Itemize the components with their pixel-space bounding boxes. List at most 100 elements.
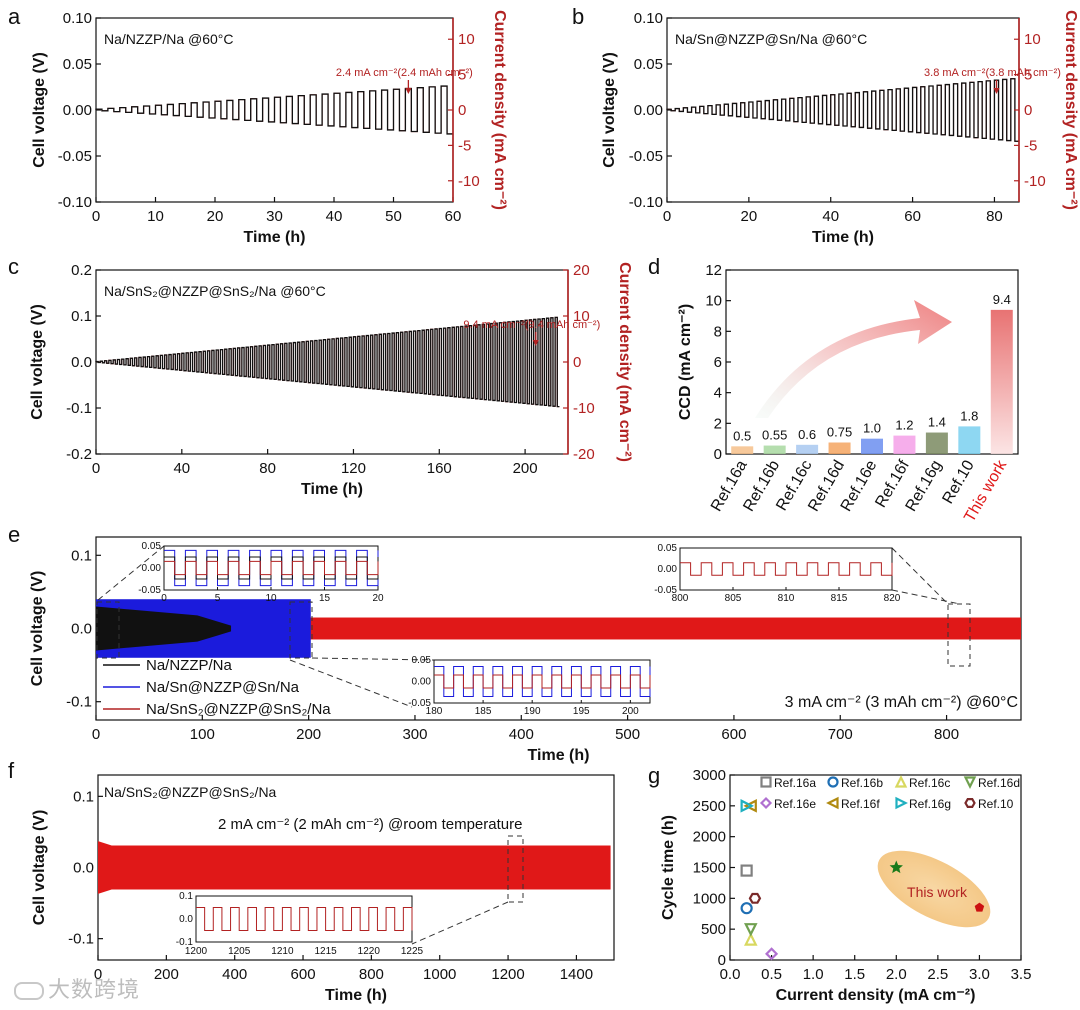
x-tick-label: 200	[513, 460, 538, 477]
x-tick-label: 3.5	[1011, 966, 1032, 983]
bar-value-label: 1.4	[928, 415, 946, 430]
panel-letter: g	[648, 763, 660, 788]
y-tick-label: -0.1	[66, 694, 92, 711]
x-tick-label: 1.5	[844, 966, 865, 983]
marker-triangle-down	[963, 776, 977, 789]
x-tick-label: 100	[190, 726, 215, 743]
x-tick-label: 120	[341, 460, 366, 477]
y-tick-label: 1000	[693, 890, 726, 907]
inset-y-tick-label: 0.1	[179, 891, 193, 902]
marker-triangle-up	[894, 775, 908, 788]
series-band-red	[98, 841, 611, 894]
trend-arrow-icon	[755, 300, 952, 418]
y2-tick-label: 20	[573, 262, 590, 279]
marker-triangle-down	[744, 923, 758, 937]
y-tick-label: 2000	[693, 829, 726, 846]
x-tick-label: 60	[445, 208, 462, 225]
bar-value-label: 9.4	[993, 292, 1011, 307]
series-band-black	[96, 606, 232, 651]
inset-y-tick-label: 0.00	[658, 564, 678, 575]
x-tick-label: 300	[402, 726, 427, 743]
marker-triangle-right	[895, 796, 908, 810]
y-tick-label: 8	[714, 323, 722, 340]
series-line	[666, 78, 1019, 142]
highlight-label: This work	[907, 884, 968, 900]
x-tick-label: 800	[359, 966, 384, 983]
bar	[828, 442, 851, 454]
y-tick-label: -0.1	[68, 931, 94, 948]
x-tick-label: 0	[94, 966, 102, 983]
inset-x-tick-label: 15	[319, 593, 331, 604]
condition-label: 2 mA cm⁻² (2 mAh cm⁻²) @room temperature	[218, 816, 522, 833]
inset-wave	[680, 562, 893, 576]
y-tick-label: -0.05	[629, 148, 663, 165]
panel-letter: b	[572, 4, 584, 29]
legend-label: Na/NZZP/Na	[146, 657, 233, 674]
y-tick-label: 0.0	[73, 860, 94, 877]
zoom-box	[507, 835, 524, 903]
y2-tick-label: 0	[1024, 102, 1032, 119]
y2-axis-title: Current density (mA cm⁻²)	[616, 262, 633, 462]
bar	[990, 309, 1013, 454]
inset-x-tick-label: 815	[831, 593, 848, 604]
y-axis-title: Cell voltage (V)	[29, 304, 46, 420]
y2-tick-label: -5	[1024, 137, 1037, 154]
annotation-arrowhead	[405, 88, 412, 94]
x-tick-label: 3.0	[969, 966, 990, 983]
y2-tick-label: 10	[573, 308, 590, 325]
y-axis-title: Cell voltage (V)	[31, 52, 48, 168]
inset-x-tick-label: 180	[426, 706, 443, 717]
bar-value-label: 0.55	[762, 428, 787, 443]
y-tick-label: 0.2	[71, 262, 92, 279]
panel-letter: e	[8, 522, 20, 547]
panel-letter: d	[648, 254, 660, 279]
inset-y-tick-label: 0.05	[412, 655, 432, 666]
x-tick-label: 200	[296, 726, 321, 743]
x-tick-label: 0	[92, 208, 100, 225]
y-axis-title: Cell voltage (V)	[29, 571, 46, 687]
marker-star	[889, 860, 903, 874]
marker-hexagon	[748, 892, 762, 904]
x-tick-label: 800	[934, 726, 959, 743]
watermark: 大数跨境	[14, 972, 140, 1004]
zoom-line	[891, 547, 949, 605]
inset: 180 185 190 195 200 -0.05 0.00 0.05	[408, 655, 651, 717]
x-tick-label: 0.0	[720, 966, 741, 983]
bar-value-label: 1.8	[960, 408, 978, 423]
inset-x-tick-label: 1220	[358, 946, 381, 957]
x-tick-label: 1400	[560, 966, 593, 983]
series-line	[95, 85, 453, 135]
bar	[763, 445, 786, 454]
x-tick-label: 40	[822, 208, 839, 225]
annotation-arrowhead	[532, 340, 539, 346]
marker-square	[740, 864, 753, 877]
zoom-line	[891, 589, 961, 605]
zoom-box	[289, 601, 313, 659]
x-axis-title: Current density (mA cm⁻²)	[776, 987, 976, 1004]
y-tick-label: 2500	[693, 798, 726, 815]
y-tick-label: 12	[705, 262, 722, 279]
annotation: 3.8 mA cm⁻²(3.8 mAh cm⁻²)	[924, 67, 1061, 79]
panel-letter: a	[8, 4, 21, 29]
zoom-box	[947, 603, 971, 667]
x-tick-label: 30	[266, 208, 283, 225]
inset-x-tick-label: 1210	[271, 946, 294, 957]
y2-tick-label: 10	[458, 31, 475, 48]
y-tick-label: 10	[705, 293, 722, 310]
x-tick-label: 20	[207, 208, 224, 225]
y-tick-label: 0.10	[63, 10, 92, 27]
inset-x-tick-label: 800	[672, 593, 689, 604]
x-tick-label: 500	[615, 726, 640, 743]
y-tick-label: 500	[701, 921, 726, 938]
panel-g: g 0.0 0.5 1.0 1.5 2.0 2.5 3.0 3.5 0 500 1000 1500 200…	[648, 763, 1031, 1004]
zoom-line	[411, 901, 509, 945]
legend-label: Ref.16a	[774, 776, 816, 790]
y2-tick-label: -20	[573, 446, 595, 463]
x-tick-label: 1200	[491, 966, 524, 983]
bar-value-label: 0.75	[827, 425, 852, 440]
x-tick-label: 1.0	[803, 966, 824, 983]
annotation: 2.4 mA cm⁻²(2.4 mAh cm⁻²)	[336, 67, 473, 79]
y-tick-label: 0.00	[634, 102, 663, 119]
panel-label: Na/SnS₂@NZZP@SnS₂/Na	[104, 784, 277, 800]
